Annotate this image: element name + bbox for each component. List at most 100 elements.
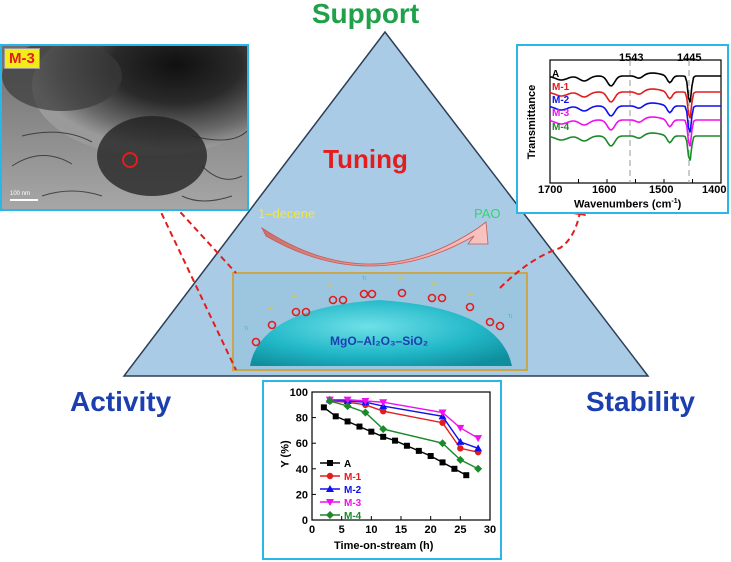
- point-A: [463, 472, 470, 479]
- ir-legend-M-3: M-3: [552, 108, 570, 119]
- y-tick-label: 0: [302, 515, 308, 527]
- ir-connector: [499, 211, 581, 289]
- ftir-ylabel: Transmittance: [526, 84, 538, 160]
- yield-panel: 0 20 40 60 80 100 0 5 10 15 20 25 30 A M-1 M-2 M-3 M-4 …: [262, 380, 502, 560]
- point-A: [368, 428, 375, 435]
- point-M-3: [438, 409, 447, 417]
- tuning-label: Tuning: [323, 144, 408, 174]
- reactant-label: 1–decene: [258, 206, 316, 221]
- point-M-1: [457, 445, 464, 452]
- svg-text:Ti: Ti: [508, 314, 512, 320]
- point-A: [320, 404, 327, 411]
- point-A: [451, 465, 458, 472]
- svg-text:Al: Al: [268, 306, 272, 312]
- catalyst-dome: [250, 300, 512, 366]
- x-tick-label: 0: [309, 524, 315, 536]
- point-M-1: [439, 419, 446, 426]
- ir-tick-1700: 1700: [538, 184, 563, 196]
- point-M-4: [326, 511, 334, 519]
- point-M-3: [361, 397, 370, 405]
- legend-label-M-1: M-1: [344, 472, 362, 483]
- point-A: [415, 447, 422, 454]
- tem-highlight-circle: [122, 152, 138, 168]
- svg-text:Ti: Ti: [244, 326, 248, 332]
- svg-text:Ti: Ti: [362, 276, 366, 282]
- yield-xlabel: Time-on-stream (h): [334, 540, 434, 552]
- surface-labels: Ti Al Al Al Ti Al Al Al Ti: [244, 276, 512, 332]
- svg-text:Al: Al: [398, 276, 402, 282]
- ir-spectrum-M-2: [549, 102, 721, 133]
- x-tick-label: 10: [365, 524, 377, 536]
- point-A: [380, 433, 387, 440]
- point-M-4: [438, 439, 447, 448]
- point-A: [392, 437, 399, 444]
- point-M-4: [379, 425, 388, 434]
- point-M-4: [325, 396, 334, 405]
- point-A: [439, 459, 446, 466]
- point-A: [344, 418, 351, 425]
- ftir-xlabel: Wavenumbers (cm-1): [574, 198, 682, 211]
- product-label: PAO: [474, 206, 501, 221]
- support-title: Support: [311, 0, 420, 29]
- point-M-3: [379, 399, 388, 407]
- ir-legend-M-4: M-4: [552, 122, 570, 133]
- point-M-3: [343, 396, 352, 404]
- legend-label-A: A: [344, 459, 351, 470]
- point-M-2: [474, 444, 483, 452]
- ir-spectrum-A: [549, 72, 721, 103]
- y-tick-label: 100: [290, 387, 308, 399]
- scale-bar-label: 100 nm: [10, 191, 31, 197]
- point-M-3: [326, 499, 334, 506]
- y-tick-label: 80: [296, 413, 308, 425]
- svg-text:Al: Al: [327, 283, 331, 289]
- ir-tick-1500: 1500: [649, 184, 674, 196]
- x-tick-label: 15: [395, 524, 407, 536]
- point-M-4: [456, 455, 465, 464]
- point-M-1: [380, 408, 387, 415]
- point-M-1: [326, 472, 334, 480]
- catalyst-label: MgO–Al₂O₃–SiO₂: [330, 334, 429, 348]
- point-M-3: [474, 435, 483, 443]
- surface-species: [251, 288, 505, 347]
- y-tick-label: 40: [296, 464, 308, 476]
- point-A: [427, 453, 434, 459]
- yield-ylabel: Y (%): [279, 440, 292, 468]
- ir-spectrum-M-4: [549, 132, 721, 161]
- ir-spectrum-M-3: [549, 116, 721, 147]
- point-M-4: [361, 408, 370, 417]
- tem-panel: M-3 100 nm: [0, 44, 249, 211]
- point-A: [327, 460, 333, 466]
- x-tick-label: 20: [425, 524, 437, 536]
- stability-title: Stability: [586, 386, 695, 417]
- tem-connector-bottom: [139, 167, 237, 371]
- legend-label-M-4: M-4: [344, 511, 362, 522]
- legend-label-M-2: M-2: [344, 485, 362, 496]
- point-A: [403, 442, 410, 449]
- point-A: [356, 423, 363, 430]
- ir-legend-M-2: M-2: [552, 95, 570, 106]
- x-tick-label: 25: [454, 524, 466, 536]
- reaction-arrow: [260, 221, 489, 267]
- point-A: [332, 413, 339, 420]
- ir-tick-1600: 1600: [592, 184, 617, 196]
- legend-label-M-3: M-3: [344, 498, 362, 509]
- point-M-4: [474, 464, 483, 473]
- y-tick-label: 60: [296, 438, 308, 450]
- y-tick-label: 20: [296, 489, 308, 501]
- tem-image: [2, 46, 247, 209]
- peak-label-1543: 1543: [619, 52, 644, 64]
- point-M-2: [456, 437, 465, 445]
- yield-chart: 0 20 40 60 80 100 0 5 10 15 20 25 30 A M-1 M-2 M-3 M-4: [290, 387, 496, 536]
- ftir-chart: [549, 59, 722, 184]
- ir-legend-A: A: [552, 69, 560, 80]
- activity-title: Activity: [70, 386, 172, 417]
- tem-sample-label: M-3: [4, 48, 40, 69]
- x-tick-label: 30: [484, 524, 496, 536]
- peak-label-1445: 1445: [677, 52, 702, 64]
- ftir-panel: 1543 1445 Transmittance A M-1 M-2 M-3 M-…: [516, 44, 729, 214]
- point-M-4: [343, 402, 352, 411]
- point-M-2: [326, 485, 334, 492]
- x-tick-label: 5: [339, 524, 345, 536]
- svg-text:Al: Al: [292, 294, 296, 300]
